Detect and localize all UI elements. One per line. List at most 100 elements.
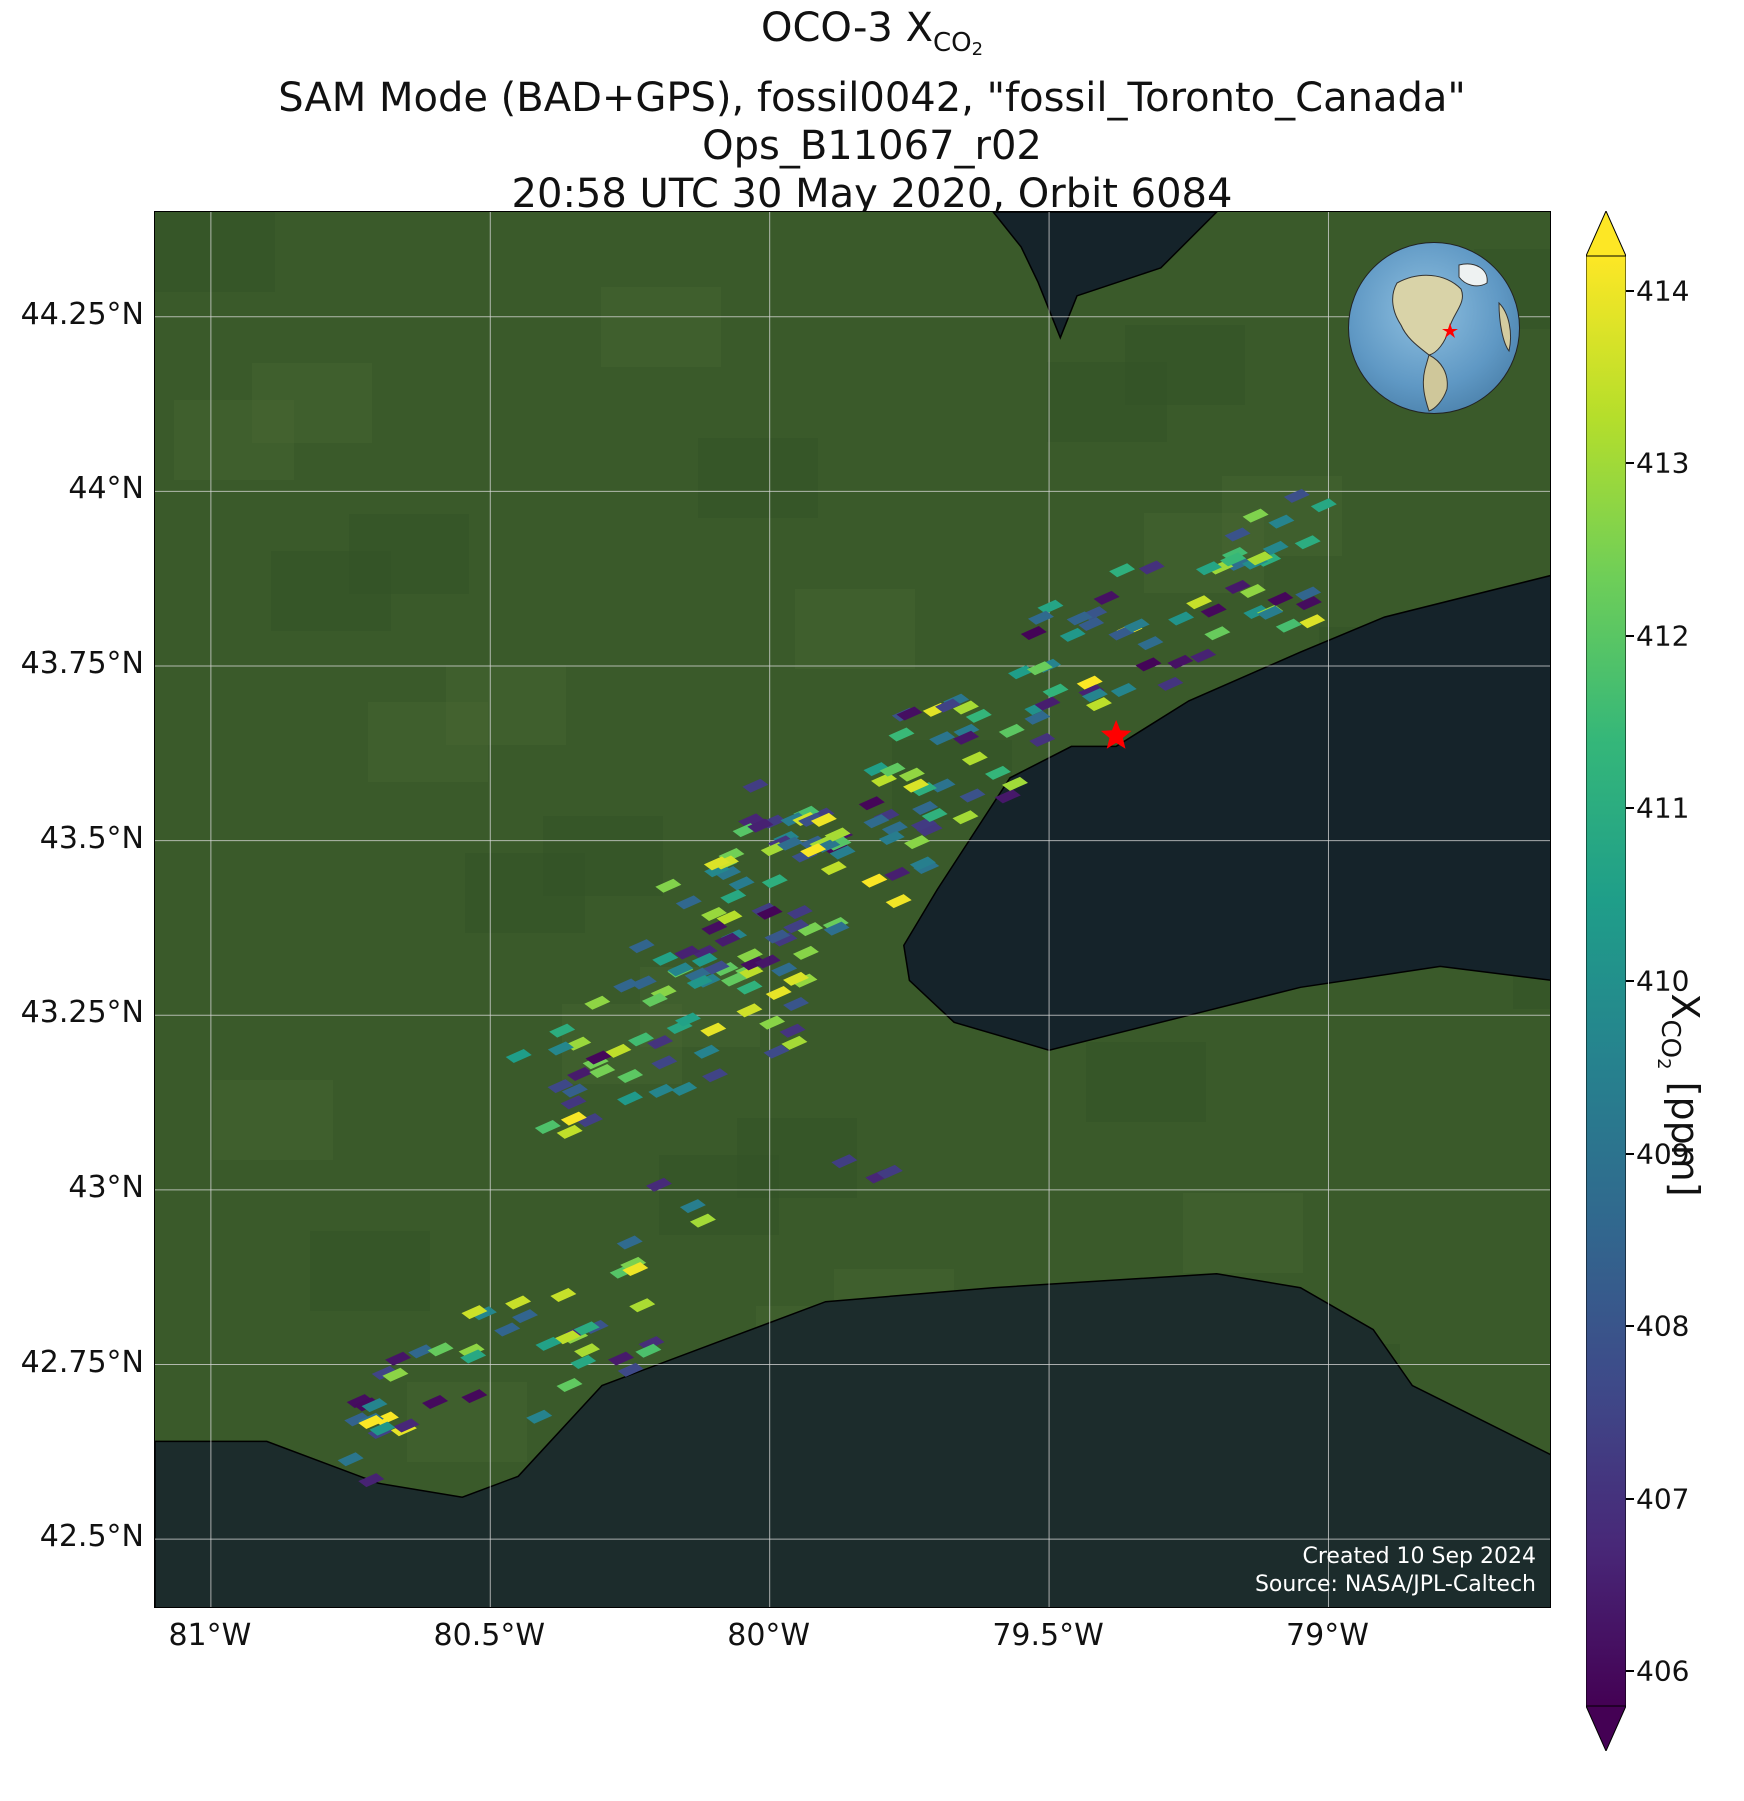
xco2-sounding xyxy=(1310,498,1337,513)
xco2-sounding xyxy=(427,1342,454,1357)
xco2-sounding xyxy=(904,835,931,850)
xco2-sounding xyxy=(959,788,986,803)
xco2-sounding xyxy=(1138,560,1165,575)
xco2-sounding xyxy=(791,973,818,988)
xco2-sounding xyxy=(470,1306,497,1321)
xco2-sounding xyxy=(863,762,890,777)
xco2-sounding xyxy=(628,1032,655,1047)
xco2-sounding xyxy=(1257,605,1284,620)
colorbar-tick-mark xyxy=(1626,1497,1634,1500)
xco2-sounding xyxy=(715,866,742,881)
xco2-sounding xyxy=(829,845,856,860)
xco2-sounding xyxy=(408,1344,435,1359)
colorbar-extend-min xyxy=(1586,1705,1626,1751)
colorbar-tick-mark xyxy=(1626,1325,1634,1328)
colorbar-tick-label: 406 xyxy=(1636,1654,1690,1688)
xco2-sounding xyxy=(740,956,767,971)
xco2-sounding xyxy=(1042,683,1069,698)
globe-target-marker xyxy=(1442,323,1458,338)
xco2-sounding xyxy=(921,807,948,822)
xco2-sounding xyxy=(585,1050,612,1065)
xco2-sounding xyxy=(629,1298,656,1313)
xco2-sounding xyxy=(647,1035,674,1050)
colorbar-tick-label: 407 xyxy=(1636,1482,1690,1516)
xco2-sounding xyxy=(763,1044,790,1059)
xco2-sounding xyxy=(344,1412,371,1427)
land-texture-patch xyxy=(1047,362,1167,442)
xco2-sounding xyxy=(554,1330,581,1345)
title-line-1: OCO-3 XCO2 xyxy=(760,5,984,60)
xco2-sounding xyxy=(916,822,943,837)
xco2-sounding xyxy=(1225,556,1252,571)
xco2-sounding xyxy=(574,1343,601,1358)
land-texture-patch xyxy=(795,589,915,669)
xco2-sounding xyxy=(512,1309,539,1324)
xco2-sounding xyxy=(896,706,923,721)
land-texture-patch xyxy=(446,665,566,745)
land-texture-patch xyxy=(1125,325,1245,405)
xco2-sounding xyxy=(736,1003,763,1018)
xco2-sounding xyxy=(881,821,908,836)
xco2-sounding xyxy=(675,895,702,910)
xco2-sounding xyxy=(550,1287,577,1302)
map-title: OCO-3 XCO2 SAM Mode (BAD+GPS), fossil004… xyxy=(0,4,1744,218)
xco2-sounding xyxy=(878,830,905,845)
xco2-sounding xyxy=(810,812,837,827)
xco2-sounding xyxy=(700,906,727,921)
colorbar-tick-mark xyxy=(1626,980,1634,982)
lat-tick-label: 42.5°N xyxy=(39,1519,144,1555)
colorbar-tick-mark xyxy=(1626,1152,1634,1155)
xco2-sounding xyxy=(953,730,980,745)
xco2-sounding xyxy=(1008,665,1035,680)
xco2-sounding xyxy=(616,1235,643,1250)
xco2-sounding xyxy=(1247,551,1274,566)
xco2-sounding xyxy=(577,1113,604,1128)
xco2-sounding xyxy=(1295,596,1322,611)
xco2-sounding xyxy=(651,1055,678,1070)
globe-continents-icon xyxy=(1392,263,1512,412)
xco2-sounding xyxy=(505,1049,532,1064)
map-canvas xyxy=(155,212,1550,1607)
xco2-sounding xyxy=(628,939,655,954)
xco2-sounding xyxy=(820,861,847,876)
xco2-sounding xyxy=(1168,611,1195,626)
xco2-sounding xyxy=(756,905,783,920)
xco2-sounding xyxy=(858,796,885,811)
lat-tick-label: 43°N xyxy=(68,1169,144,1205)
land-texture-patch xyxy=(310,1231,430,1311)
xco2-sounding xyxy=(776,836,803,851)
lat-tick-label: 43.75°N xyxy=(20,646,144,682)
target-star-icon xyxy=(1100,719,1132,749)
colorbar-tick-label: 409 xyxy=(1636,1137,1690,1171)
lon-tick-label: 81°W xyxy=(168,1618,252,1653)
xco2-sounding xyxy=(702,1068,729,1083)
xco2-sounding xyxy=(460,1349,487,1364)
xco2-sounding xyxy=(783,919,810,934)
xco2-sounding xyxy=(652,951,679,966)
xco2-sounding xyxy=(737,965,764,980)
xco2-sounding xyxy=(1135,657,1162,672)
xco2-sounding xyxy=(1243,604,1270,619)
credit-created: Created 10 Sep 2024 xyxy=(1302,1544,1537,1569)
xco2-sounding xyxy=(952,810,979,825)
xco2-sounding xyxy=(655,878,682,893)
xco2-sounding xyxy=(369,1421,396,1436)
xco2-sounding xyxy=(556,1378,583,1393)
land-texture-patch xyxy=(1183,1193,1303,1273)
xco2-sounding xyxy=(371,1365,398,1380)
xco2-sounding xyxy=(714,932,741,947)
colorbar-label: XCO2 [ppm] xyxy=(1653,993,1707,1197)
lon-tick-label: 80.5°W xyxy=(433,1618,545,1653)
xco2-sounding xyxy=(1109,563,1136,578)
xco2-sounding xyxy=(461,1305,488,1320)
xco2-sounding xyxy=(674,1012,701,1027)
colorbar-tick-mark xyxy=(1626,289,1634,292)
xco2-sounding xyxy=(728,876,755,891)
colorbar-tick-label: 413 xyxy=(1636,446,1690,480)
land-texture-patch xyxy=(271,551,391,631)
xco2-sounding xyxy=(1076,675,1103,690)
colorbar-tick-mark xyxy=(1626,807,1634,810)
land-texture-patch xyxy=(174,400,294,480)
xco2-sounding xyxy=(570,1355,597,1370)
xco2-sounding xyxy=(952,700,979,715)
